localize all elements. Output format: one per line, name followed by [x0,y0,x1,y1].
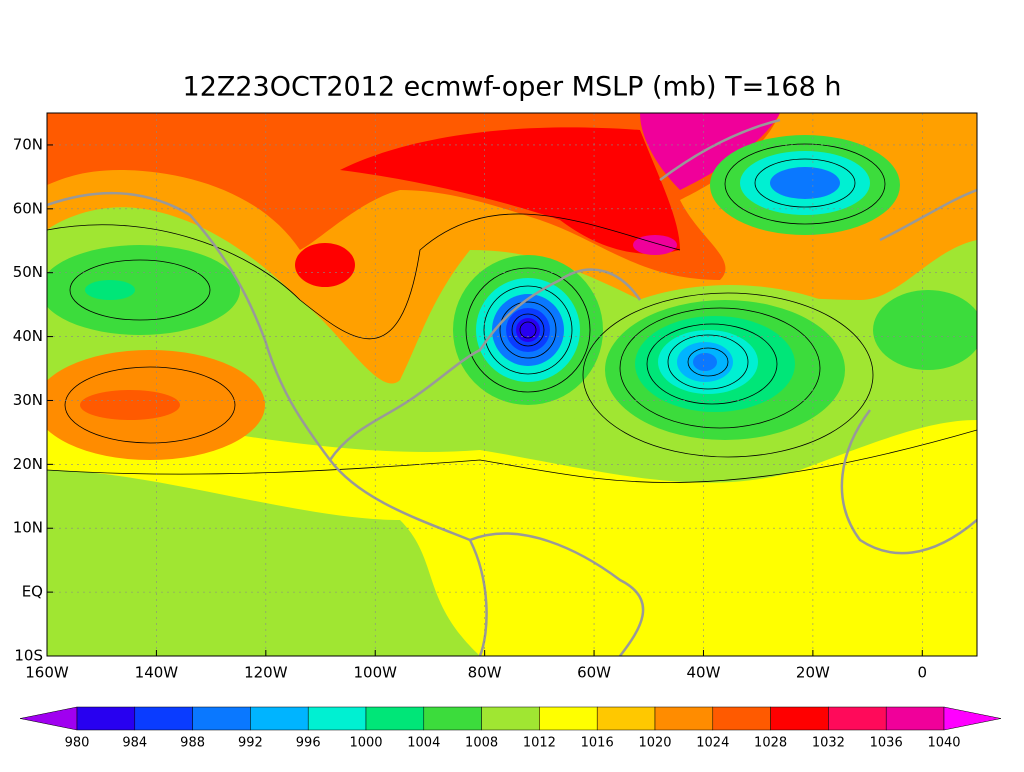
field-high-core [80,390,180,420]
field-low [693,353,717,371]
colorbar-label: 1008 [465,736,498,751]
colorbar-label: 980 [65,736,90,751]
lat-tick-label: EQ [22,583,43,601]
colorbar-box [423,706,482,731]
colorbar-label: 984 [122,736,147,751]
lon-tick-label: 0 [918,664,928,682]
lon-tick-label: 60W [577,664,611,682]
colorbar-label: 1040 [927,736,960,751]
colorbar-arrow [19,706,78,731]
colorbar-label: 1028 [754,736,787,751]
colorbar-box [76,706,136,731]
colorbar-label: 1016 [581,736,614,751]
colorbar-label: 1000 [349,736,382,751]
colorbar-label: 1024 [696,736,729,751]
colorbar-box [192,706,251,731]
lat-tick-label: 10N [13,519,43,537]
colorbar-label: 1020 [638,736,671,751]
lon-tick-label: 20W [796,664,830,682]
colorbar-label: 1012 [523,736,556,751]
colorbar-label: 988 [180,736,205,751]
lat-tick-label: 10S [14,647,43,665]
colorbar-label: 1032 [812,736,845,751]
field-red [295,243,355,287]
field-red [340,127,680,254]
colorbar-box [885,706,945,731]
colorbar-label: 1004 [407,736,440,751]
colorbar-box [770,706,829,731]
storm [516,318,540,342]
field-low-core [85,280,135,300]
field-low [47,245,240,335]
map-frame [46,112,978,657]
field-pink [633,235,677,255]
colorbar-label: 1036 [870,736,903,751]
colorbar-box [365,706,425,731]
colorbar-box [539,706,598,731]
field-low [770,167,840,199]
lat-tick-label: 30N [13,391,43,409]
lon-tick-label: 80W [468,664,502,682]
colorbar-box [134,706,193,731]
coastlines [47,118,977,656]
pressure-field [47,113,977,656]
colorbar-box [481,706,540,731]
colorbar-arrow [943,706,1002,731]
colorbar-label: 992 [238,736,263,751]
lon-tick-label: 100W [354,664,398,682]
lon-tick-label: 120W [244,664,288,682]
contours [47,143,977,483]
field-low [873,290,977,370]
colorbar-box [712,706,771,731]
lat-tick-label: 60N [13,199,43,217]
colorbar-box [250,706,309,731]
colorbar-box [654,706,714,731]
lat-tick-label: 20N [13,455,43,473]
colorbar-label: 996 [296,736,321,751]
colorbar-box [828,706,887,731]
colorbar: 980 984 988 992 996 1000 1004 1008 1012 1016 1020 1… [19,706,1002,751]
colorbar-box [307,706,367,731]
axis-ticks: 160W 140W 120W 100W 80W 60W 40W 20W 0 10S EQ 10N 20N… [13,135,927,681]
lon-tick-label: 140W [135,664,179,682]
lon-tick-label: 40W [687,664,721,682]
lon-tick-label: 160W [25,664,69,682]
lat-tick-label: 40N [13,327,43,345]
lat-tick-label: 70N [13,135,43,153]
map-title: 12Z23OCT2012 ecmwf-oper MSLP (mb) T=168 … [183,72,842,103]
lat-tick-label: 50N [13,263,43,281]
colorbar-box [596,706,656,731]
